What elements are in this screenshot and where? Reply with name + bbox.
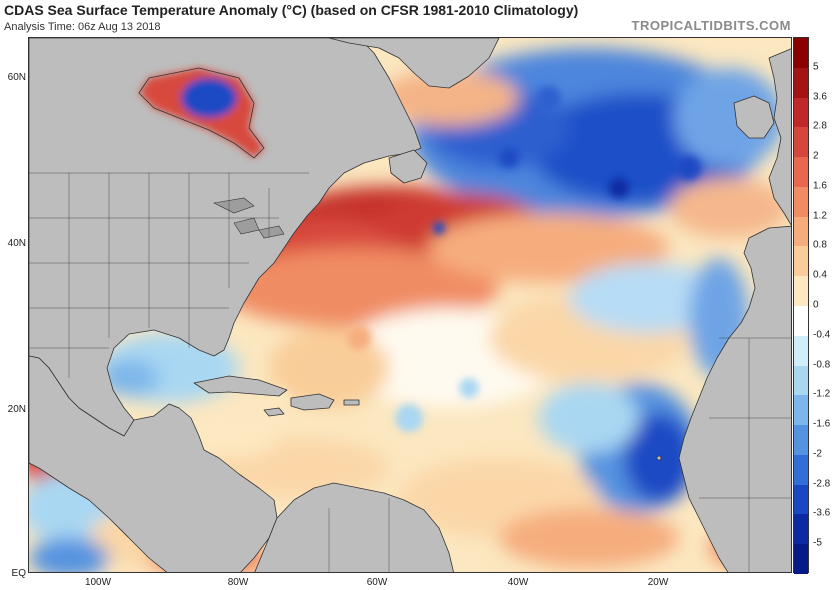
colorbar-segment bbox=[794, 67, 808, 99]
colorbar-tick-label: 0.4 bbox=[813, 269, 827, 281]
colorbar-tick-label: -0.8 bbox=[813, 359, 831, 371]
map-canvas bbox=[29, 38, 791, 572]
hudson-bay-water bbox=[139, 68, 264, 158]
colorbar-segment bbox=[794, 157, 808, 188]
lat-label-60n: 60N bbox=[7, 72, 26, 83]
brand-watermark: TROPICALTIDBITS.COM bbox=[631, 18, 791, 33]
colorbar-tick-label: -2.8 bbox=[813, 478, 831, 490]
colorbar-tick-label: -0.4 bbox=[813, 329, 831, 341]
lat-label-eq: EQ bbox=[11, 568, 26, 579]
colorbar-segment bbox=[794, 335, 808, 367]
political-borders bbox=[29, 172, 791, 572]
lon-label-100w: 100W bbox=[84, 577, 112, 588]
colorbar-segment bbox=[794, 127, 808, 158]
colorbar-segment bbox=[794, 216, 808, 247]
colorbar-tick-label: -1.2 bbox=[813, 388, 831, 400]
colorbar-segment bbox=[794, 38, 808, 69]
colorbar bbox=[793, 37, 809, 575]
lat-label-40n: 40N bbox=[7, 238, 26, 249]
colorbar-tick-label: -2 bbox=[813, 448, 822, 460]
colorbar-segment bbox=[794, 395, 808, 426]
lat-label-20n: 20N bbox=[7, 404, 26, 415]
colorbar-segment bbox=[794, 246, 808, 277]
colorbar-segment bbox=[794, 276, 808, 307]
colorbar-segment bbox=[794, 425, 808, 456]
colorbar-segment bbox=[794, 484, 808, 515]
lon-label-40w: 40W bbox=[507, 577, 529, 588]
colorbar-tick-label: -5 bbox=[813, 537, 822, 549]
colorbar-tick-label: -3.6 bbox=[813, 507, 831, 519]
colorbar-tick-label: 0 bbox=[813, 299, 819, 311]
great-lakes bbox=[213, 197, 285, 239]
colorbar-tick-label: -1.6 bbox=[813, 418, 831, 430]
analysis-time: Analysis Time: 06z Aug 13 2018 bbox=[4, 21, 161, 33]
hudson-bay-coast bbox=[138, 67, 265, 159]
lon-label-20w: 20W bbox=[647, 577, 669, 588]
colorbar-segment bbox=[794, 365, 808, 396]
colorbar-segment bbox=[794, 514, 808, 545]
lon-label-60w: 60W bbox=[366, 577, 388, 588]
colorbar-tick-label: 5 bbox=[813, 61, 819, 73]
colorbar-segment bbox=[794, 454, 808, 486]
colorbar-tick-label: 0.8 bbox=[813, 239, 827, 251]
colorbar-tick-label: 1.6 bbox=[813, 180, 827, 192]
sst-anomaly-map[interactable] bbox=[28, 37, 792, 573]
map-title: CDAS Sea Surface Temperature Anomaly (°C… bbox=[4, 2, 579, 18]
colorbar-segment bbox=[794, 544, 808, 575]
colorbar-tick-label: 2.8 bbox=[813, 120, 827, 132]
colorbar-segment bbox=[794, 186, 808, 218]
land-masses bbox=[29, 38, 791, 572]
colorbar-tick-label: 1.2 bbox=[813, 210, 827, 222]
colorbar-segment bbox=[794, 97, 808, 128]
lon-label-80w: 80W bbox=[227, 577, 249, 588]
colorbar-tick-label: 3.6 bbox=[813, 91, 827, 103]
colorbar-tick-label: 2 bbox=[813, 150, 819, 162]
colorbar-segment bbox=[794, 306, 808, 337]
